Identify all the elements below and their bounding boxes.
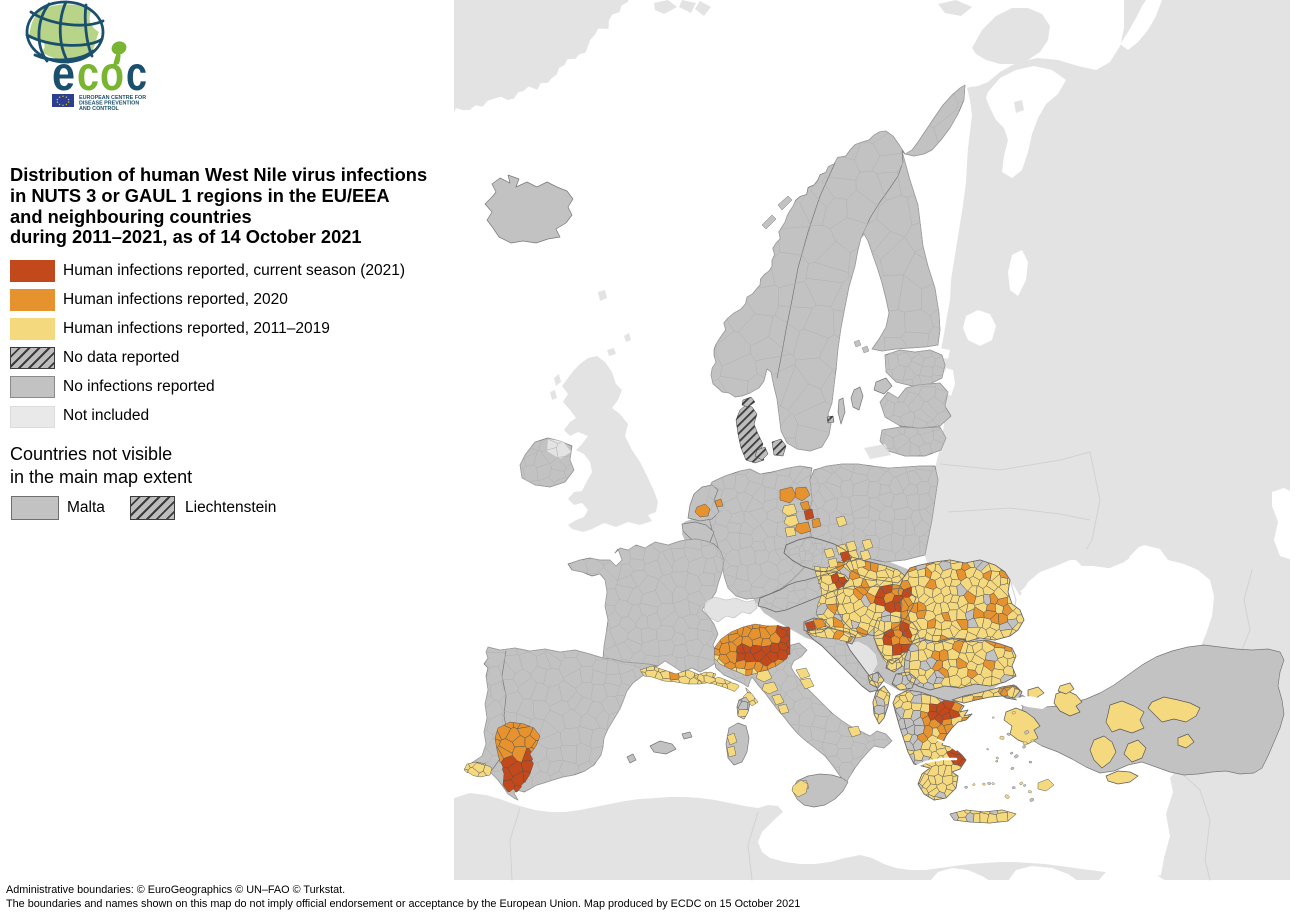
svg-text:EUROPEAN CENTRE FOR: EUROPEAN CENTRE FOR [79, 95, 146, 101]
svg-text:e: e [52, 48, 75, 101]
svg-text:DISEASE PREVENTION: DISEASE PREVENTION [79, 101, 139, 107]
svg-text:AND CONTROL: AND CONTROL [79, 106, 120, 112]
svg-text:c: c [126, 48, 147, 101]
svg-text:c: c [77, 48, 99, 101]
